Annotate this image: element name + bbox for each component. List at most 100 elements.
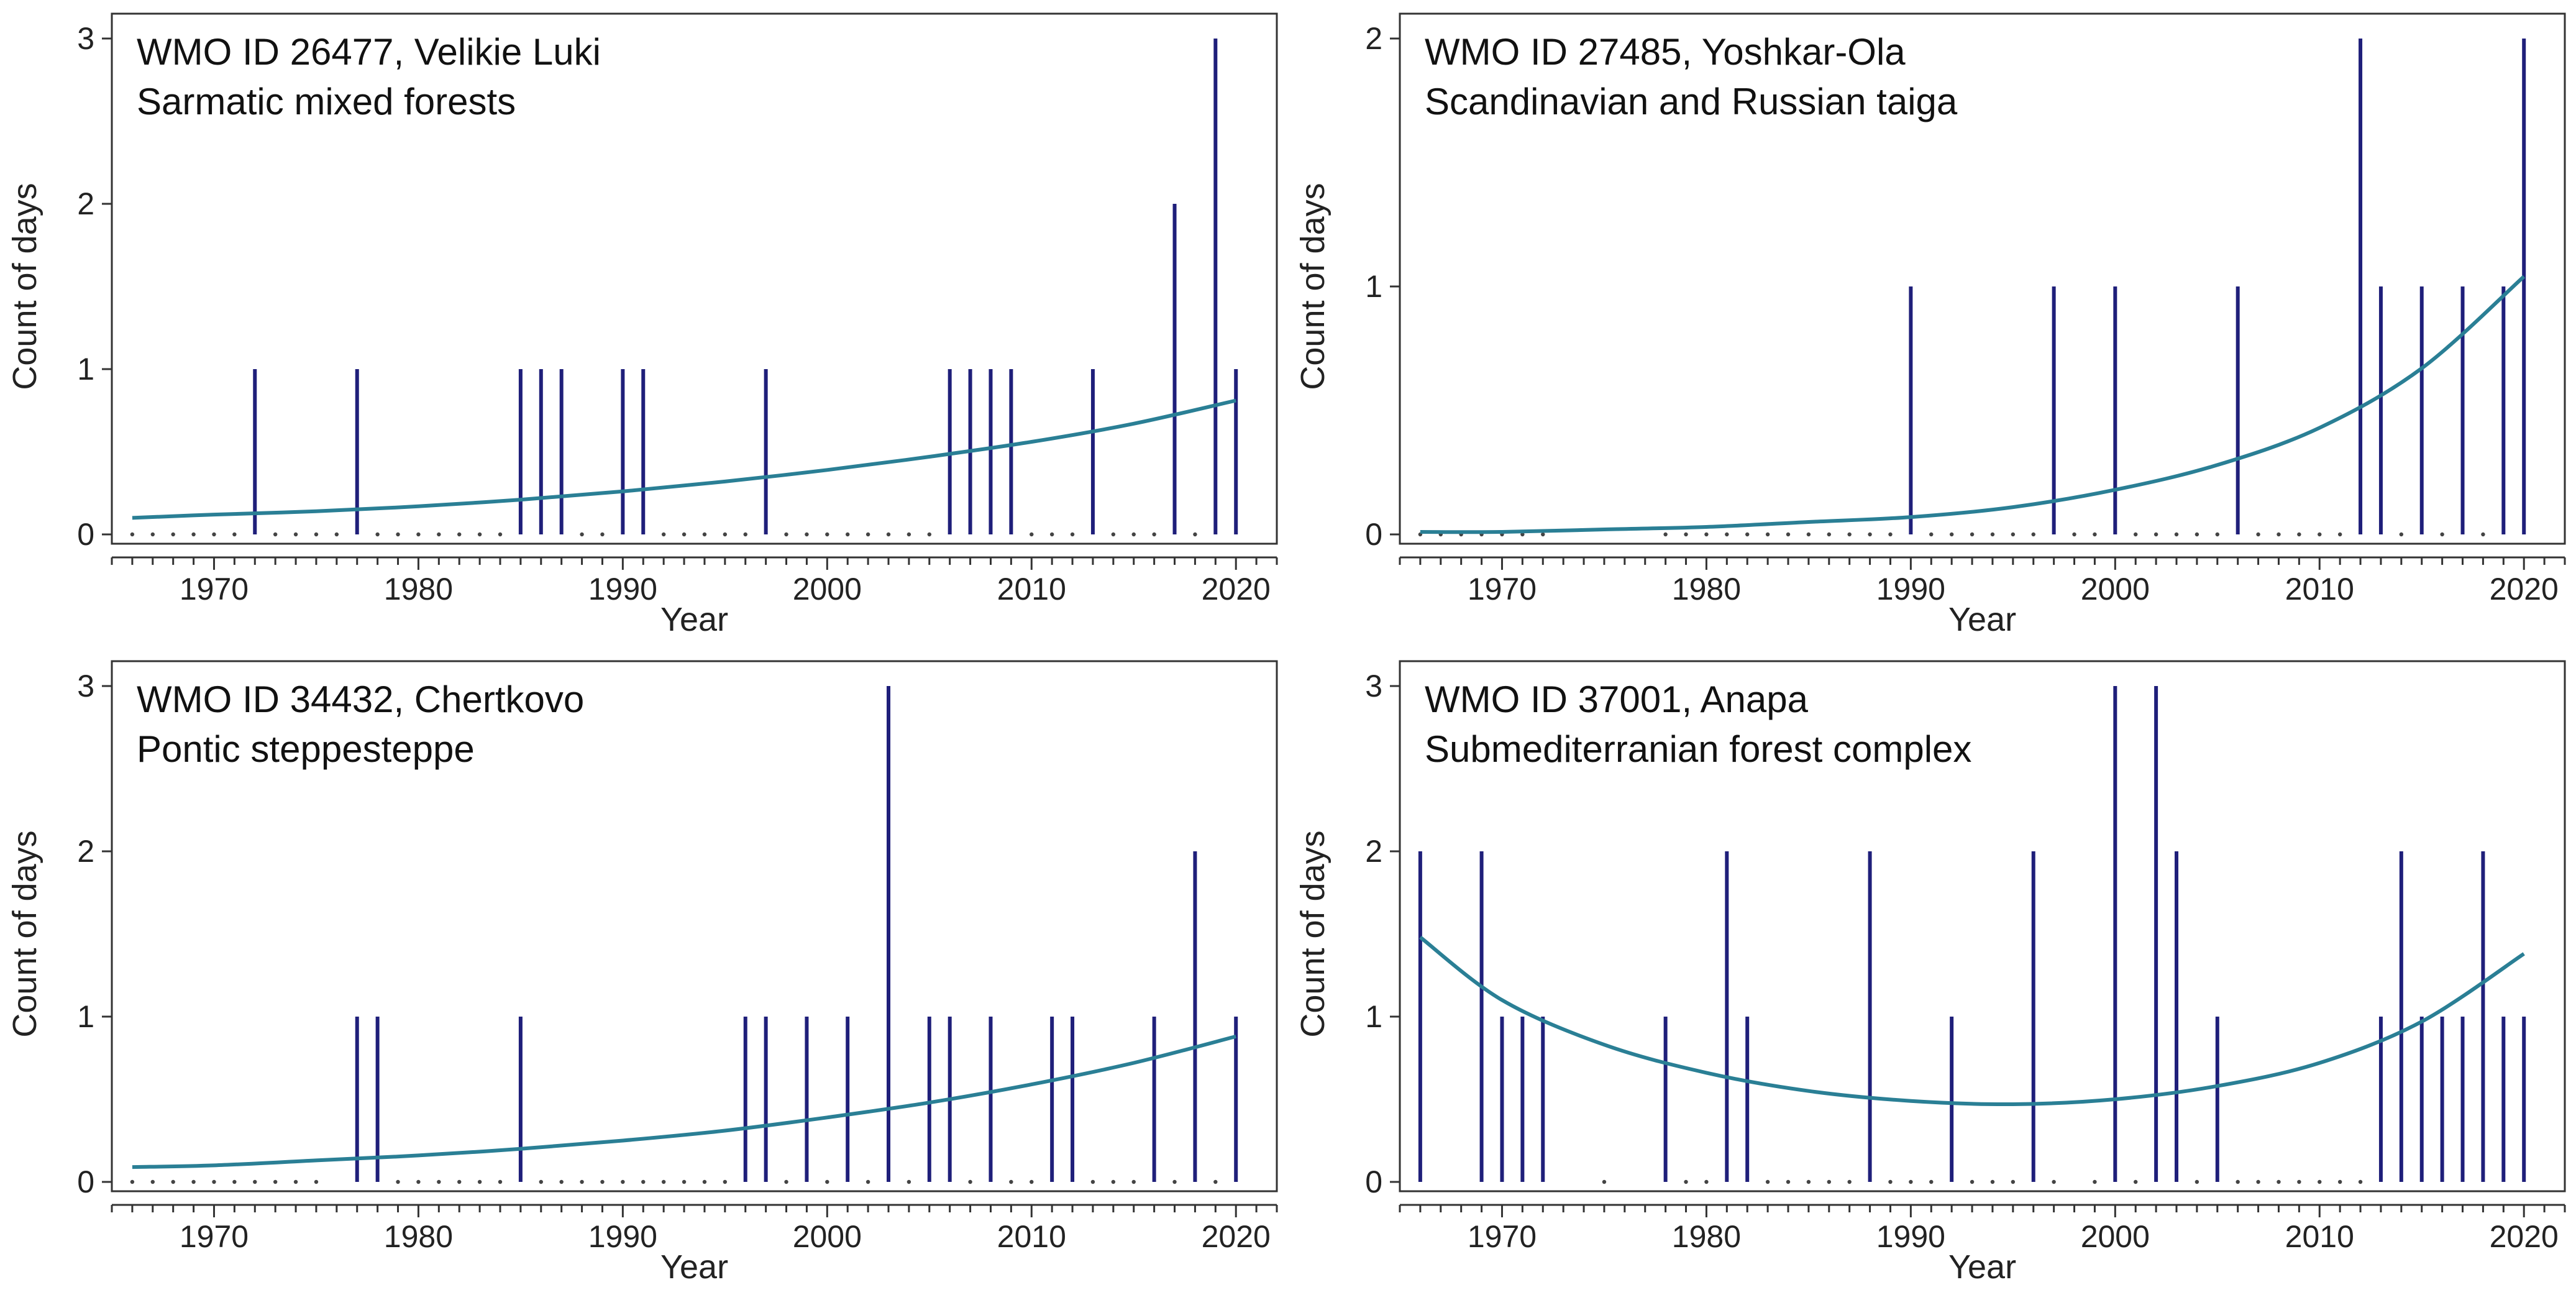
zero-count-dot [846, 532, 850, 537]
zero-count-dot [1009, 1179, 1013, 1184]
zero-count-dot [600, 532, 605, 537]
zero-count-dot [150, 1179, 155, 1184]
zero-count-dot [641, 1179, 646, 1184]
zero-count-dot [314, 532, 319, 537]
zero-count-dot [1131, 1179, 1136, 1184]
zero-count-dot [743, 532, 747, 537]
y-tick-label: 0 [1365, 1165, 1382, 1199]
x-tick-label: 2000 [2081, 1219, 2150, 1254]
y-tick-label: 1 [1365, 999, 1382, 1034]
zero-count-dot [866, 532, 870, 537]
y-tick-label: 1 [77, 352, 94, 387]
zero-count-dot [253, 1179, 257, 1184]
x-tick-label: 1980 [1672, 572, 1741, 606]
x-tick-label: 2010 [997, 572, 1066, 606]
zero-count-dot [1131, 532, 1136, 537]
zero-count-dot [130, 532, 135, 537]
chart-title: WMO ID 37001, Anapa [1425, 679, 1809, 720]
zero-count-dot [661, 1179, 666, 1184]
y-tick-label: 2 [77, 186, 94, 221]
chart-panel-anapa: 1970 1980 1990 2000 2010 2020 Year 0 1 2 3 Count of… [1288, 648, 2576, 1295]
zero-count-dot [1602, 1179, 1607, 1184]
chart-subtitle: Sarmatic mixed forests [137, 81, 516, 122]
x-tick-label: 1980 [1672, 1219, 1741, 1254]
zero-count-dot [2318, 532, 2322, 537]
zero-count-dot [907, 1179, 911, 1184]
x-tick-label: 2000 [2081, 572, 2150, 606]
zero-count-dot [150, 532, 155, 537]
zero-count-dot [2215, 532, 2219, 537]
zero-count-dot [1070, 532, 1075, 537]
zero-count-dot [1111, 532, 1116, 537]
zero-count-dot [232, 532, 237, 537]
zero-count-dot [2440, 532, 2444, 537]
zero-count-dot [2031, 532, 2035, 537]
zero-count-dot [2093, 532, 2097, 537]
zero-count-dot [1745, 532, 1750, 537]
zero-count-dot [273, 1179, 278, 1184]
zero-count-dot [498, 1179, 503, 1184]
plot-frame [111, 12, 1278, 545]
zero-count-dot [1949, 532, 1954, 537]
zero-count-dot [968, 1179, 972, 1184]
zero-count-dot [2337, 532, 2342, 537]
zero-count-dot [1193, 532, 1197, 537]
zero-count-dot [2337, 1179, 2342, 1184]
zero-count-dot [130, 1179, 135, 1184]
zero-count-dot [1111, 1179, 1116, 1184]
y-tick-label: 3 [77, 669, 94, 703]
zero-count-dot [396, 1179, 400, 1184]
zero-count-dot [477, 532, 482, 537]
chart-title: WMO ID 27485, Yoshkar-Ola [1425, 31, 1906, 73]
zero-count-dot [1049, 532, 1054, 537]
y-tick-label: 3 [1365, 669, 1382, 703]
zero-count-dot [1929, 532, 1934, 537]
zero-count-dot [784, 1179, 788, 1184]
chart-subtitle: Scandinavian and Russian taiga [1425, 81, 1958, 122]
zero-count-dot [682, 1179, 687, 1184]
trend-line [1420, 275, 2526, 534]
zero-count-dot [1684, 1179, 1688, 1184]
y-tick-label: 1 [1365, 269, 1382, 304]
x-tick-label: 1970 [1468, 1219, 1537, 1254]
zero-count-dot [621, 1179, 625, 1184]
zero-count-dot [723, 532, 728, 537]
chart-panel-chertkovo: 1970 1980 1990 2000 2010 2020 Year 0 1 2 3 Count of… [0, 648, 1288, 1295]
chart-svg: 1970 1980 1990 2000 2010 2020 Year 0 1 2 3 Count of… [1294, 660, 2566, 1286]
x-tick-label: 2020 [1202, 1219, 1271, 1254]
chart-subtitle: Pontic steppesteppe [137, 728, 475, 770]
x-tick-label: 2020 [1202, 572, 1271, 606]
zero-count-dot [212, 1179, 216, 1184]
zero-count-dot [866, 1179, 870, 1184]
zero-count-dot [723, 1179, 728, 1184]
zero-count-dot [805, 532, 809, 537]
zero-count-dot [825, 1179, 829, 1184]
zero-count-dot [1827, 532, 1831, 537]
zero-count-dot [580, 1179, 584, 1184]
x-tick-label: 1970 [180, 572, 249, 606]
zero-count-dot [293, 532, 298, 537]
zero-count-dot [539, 1179, 543, 1184]
zero-count-dot [1970, 1179, 1975, 1184]
zero-count-dot [2011, 1179, 2016, 1184]
zero-count-dot [2093, 1179, 2097, 1184]
zero-count-dot [477, 1179, 482, 1184]
y-axis-label: Count of days [6, 183, 43, 390]
zero-count-dot [2256, 1179, 2260, 1184]
zero-count-dot [2297, 1179, 2301, 1184]
zero-count-dot [273, 532, 278, 537]
zero-count-dot [886, 532, 891, 537]
y-tick-label: 0 [77, 1165, 94, 1199]
zero-count-dot [171, 532, 175, 537]
y-tick-label: 1 [77, 999, 94, 1034]
chart-title: WMO ID 26477, Velikie Luki [137, 31, 601, 73]
zero-count-dot [1847, 532, 1852, 537]
zero-count-dot [559, 1179, 564, 1184]
zero-count-dot [2052, 1179, 2056, 1184]
x-axis-label: Year [1948, 1248, 2016, 1286]
chart-subtitle: Submediterranian forest complex [1425, 728, 1971, 770]
y-tick-label: 2 [1365, 834, 1382, 869]
x-tick-label: 2000 [793, 572, 862, 606]
chart-svg: 1970 1980 1990 2000 2010 2020 Year 0 1 2 Count of … [1294, 12, 2566, 638]
